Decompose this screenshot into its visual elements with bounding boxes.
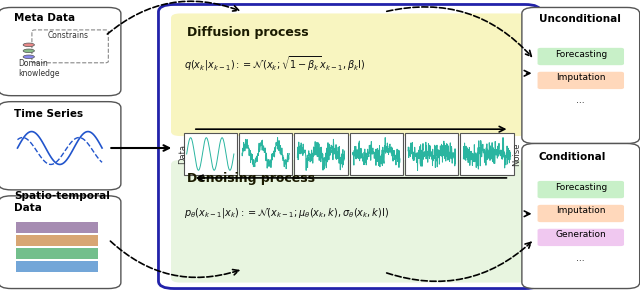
Text: Domain
knowledge: Domain knowledge — [19, 59, 60, 78]
Text: Time Series: Time Series — [14, 109, 83, 119]
Text: ...: ... — [577, 254, 585, 263]
FancyBboxPatch shape — [171, 13, 527, 136]
Text: Forecasting: Forecasting — [555, 183, 607, 192]
Text: Meta Data: Meta Data — [14, 13, 76, 23]
Text: Imputation: Imputation — [556, 207, 605, 216]
FancyBboxPatch shape — [0, 196, 121, 289]
Bar — [16, 222, 98, 233]
Bar — [294, 133, 348, 175]
FancyBboxPatch shape — [0, 7, 121, 96]
FancyBboxPatch shape — [538, 181, 624, 198]
FancyBboxPatch shape — [538, 229, 624, 246]
Text: $p_\theta(x_{k-1}|x_k) := \mathcal{N}(x_{k-1}; \mu_\theta(x_k, k), \sigma_\theta: $p_\theta(x_{k-1}|x_k) := \mathcal{N}(x_… — [184, 206, 388, 220]
FancyBboxPatch shape — [522, 144, 639, 289]
Text: ...: ... — [577, 96, 585, 105]
Text: Forecasting: Forecasting — [555, 50, 607, 59]
Ellipse shape — [23, 43, 35, 47]
Text: $q(x_k|x_{k-1}) := \mathcal{N}(x_k; \sqrt{1-\beta_k}x_{k-1}, \beta_k\mathrm{I})$: $q(x_k|x_{k-1}) := \mathcal{N}(x_k; \sqr… — [184, 55, 365, 73]
Bar — [405, 133, 458, 175]
Ellipse shape — [23, 55, 35, 59]
Text: Generation: Generation — [556, 231, 606, 239]
Text: Noise: Noise — [513, 142, 522, 166]
FancyBboxPatch shape — [538, 48, 624, 65]
Bar — [16, 248, 98, 259]
FancyBboxPatch shape — [171, 160, 527, 283]
Text: Conditional: Conditional — [539, 152, 606, 162]
FancyBboxPatch shape — [0, 102, 121, 190]
Ellipse shape — [23, 49, 35, 53]
FancyBboxPatch shape — [159, 4, 541, 289]
Bar — [460, 133, 514, 175]
Text: Imputation: Imputation — [556, 74, 605, 83]
Text: Unconditional: Unconditional — [539, 13, 621, 24]
Text: Diffusion process: Diffusion process — [187, 26, 308, 39]
Text: Data: Data — [178, 144, 187, 164]
Bar — [16, 261, 98, 272]
Text: Denoising process: Denoising process — [187, 173, 315, 185]
Bar — [349, 133, 403, 175]
Text: Constrains: Constrains — [47, 31, 88, 40]
Bar — [239, 133, 292, 175]
FancyBboxPatch shape — [538, 205, 624, 222]
Bar — [16, 235, 98, 246]
FancyBboxPatch shape — [522, 7, 639, 144]
FancyBboxPatch shape — [32, 30, 108, 63]
Bar — [184, 133, 237, 175]
FancyBboxPatch shape — [538, 72, 624, 89]
Text: Spatio-temporal
Data: Spatio-temporal Data — [14, 191, 110, 213]
